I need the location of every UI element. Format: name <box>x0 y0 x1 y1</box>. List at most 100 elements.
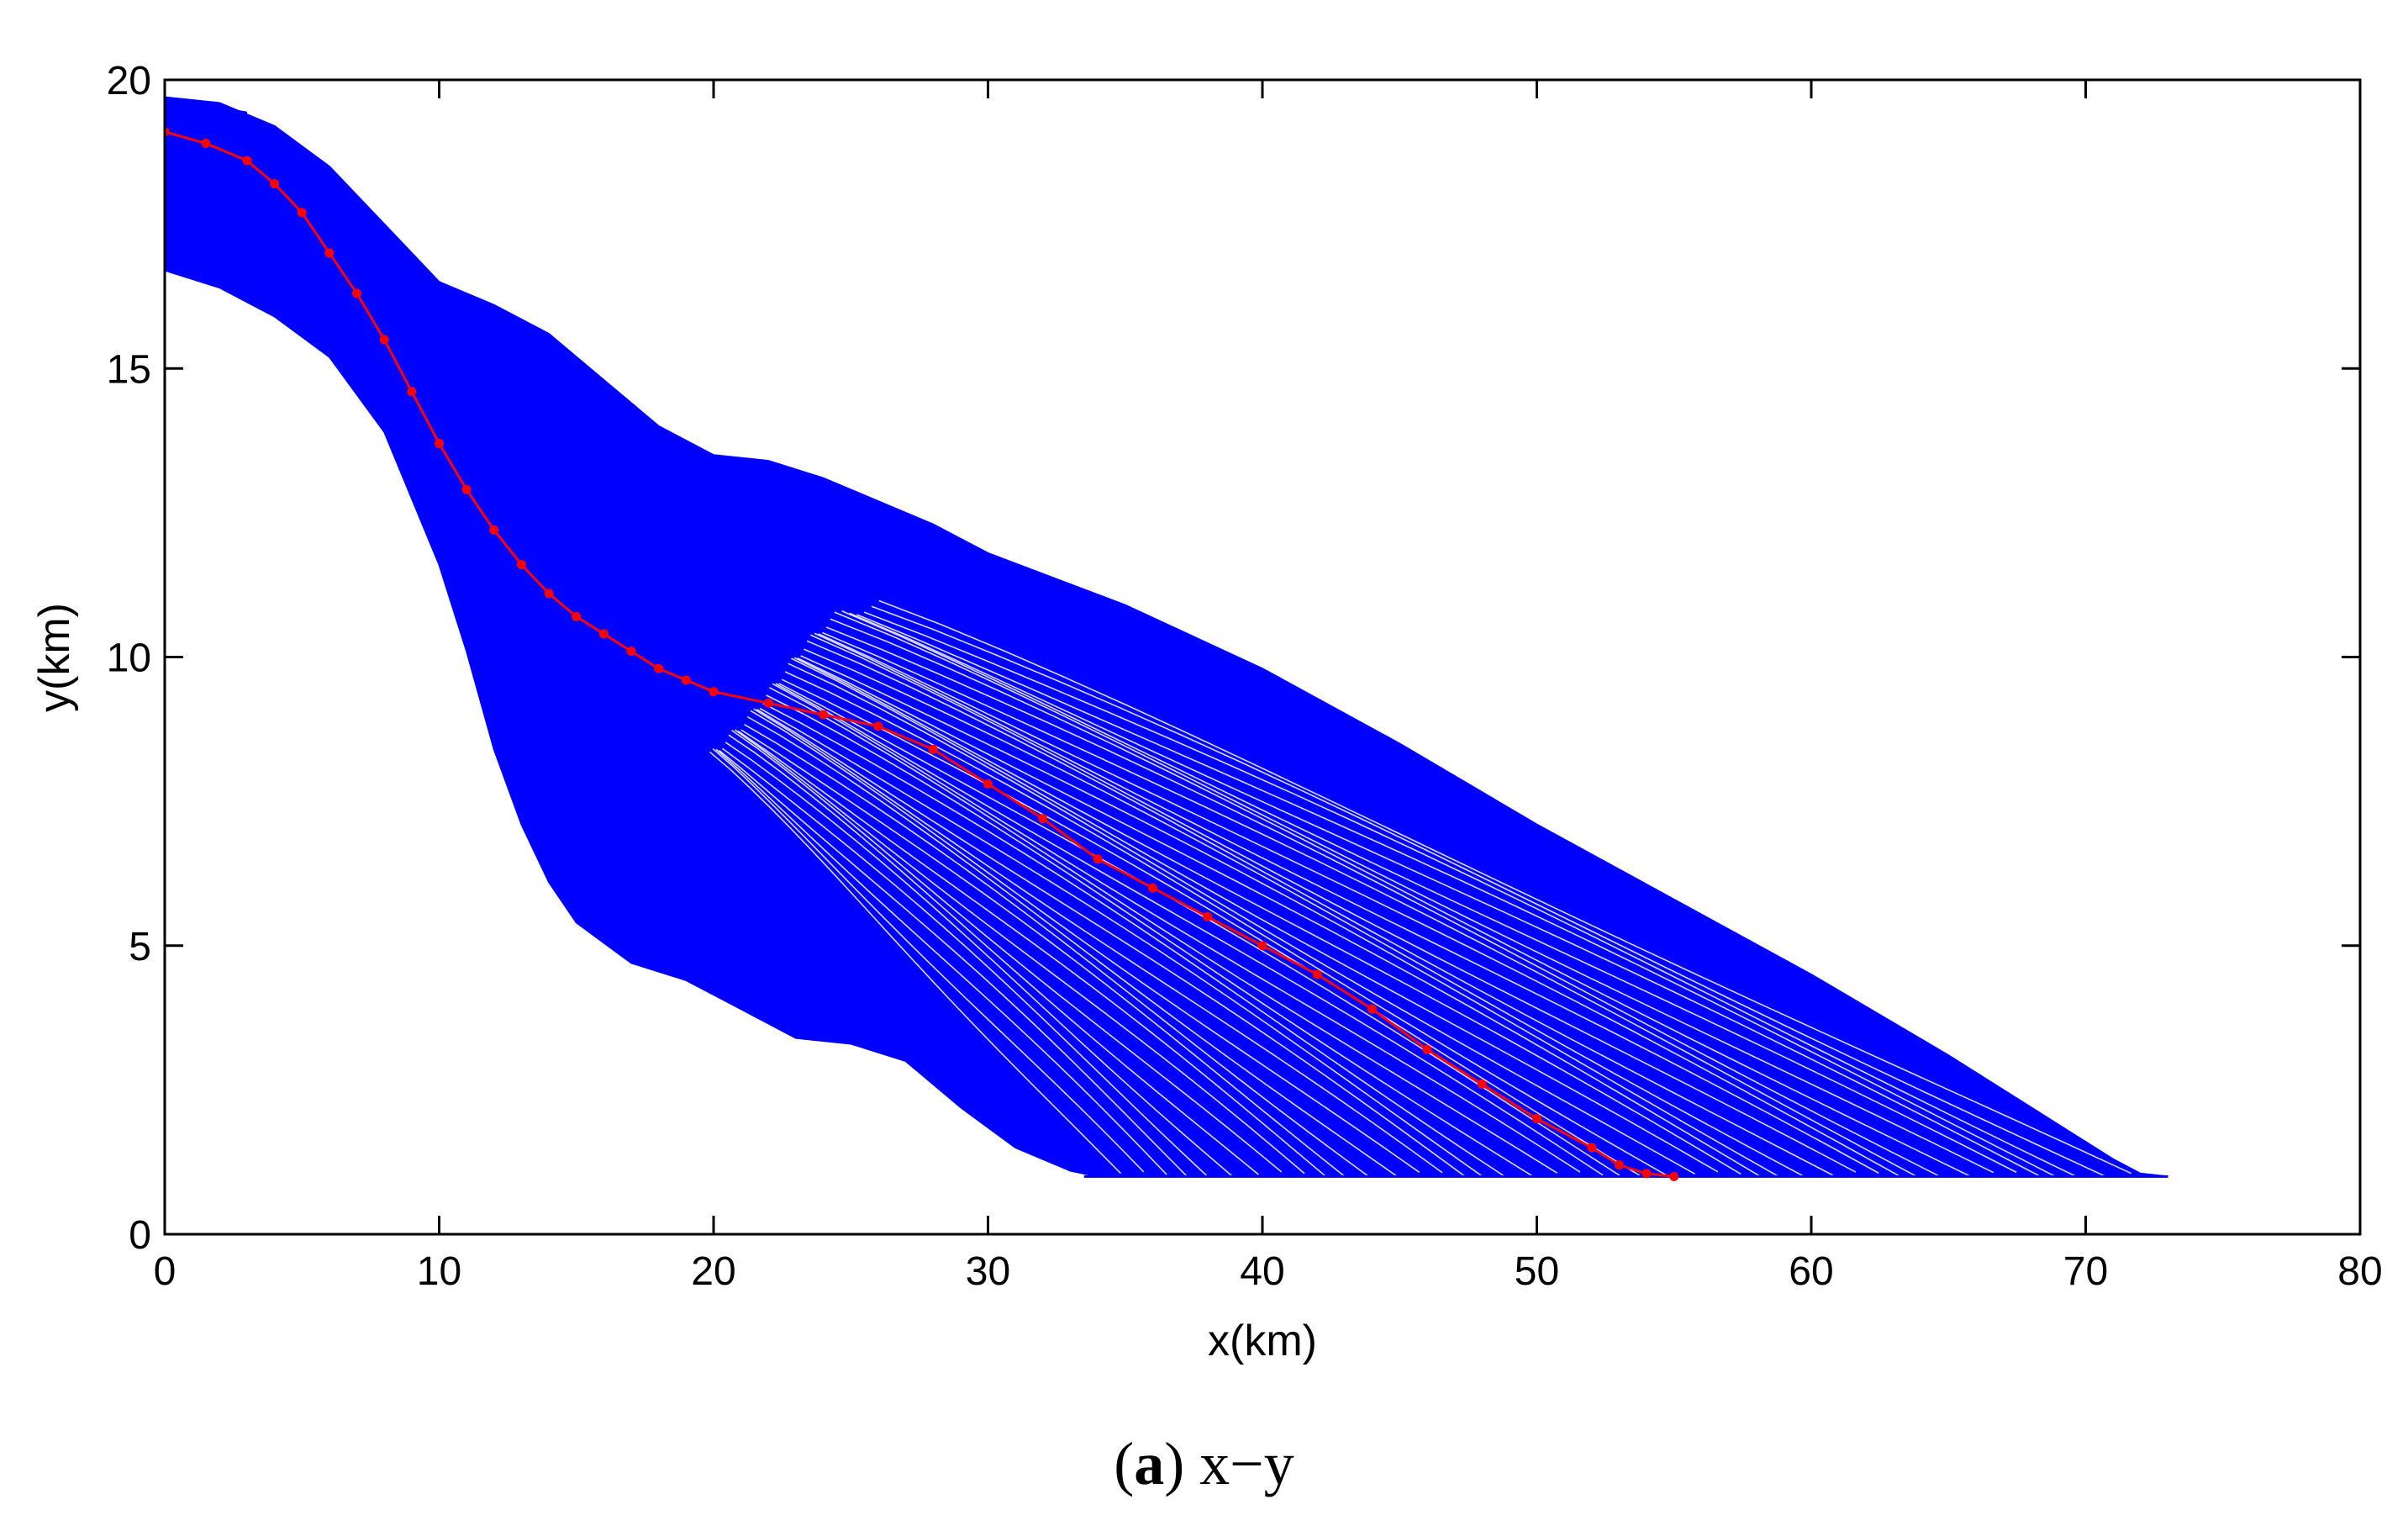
red-path-point <box>1203 911 1213 921</box>
fan-trajectory-gap <box>731 730 1283 1173</box>
fan-trajectory-gap <box>810 634 1857 1173</box>
y-tick-label: 0 <box>129 1213 151 1258</box>
red-path-point <box>544 589 554 599</box>
x-tick-label: 0 <box>154 1249 177 1294</box>
fan-start-branch <box>165 137 247 184</box>
fan-trajectory-gap <box>772 683 1581 1173</box>
fan-trajectory-gap <box>746 715 1397 1177</box>
red-path-point <box>407 387 417 397</box>
y-tick-label: 5 <box>129 925 151 969</box>
red-path-point <box>1669 1171 1679 1181</box>
red-path-point <box>654 663 664 673</box>
fan-trajectory-gap <box>856 614 2063 1181</box>
fan-trajectory-gap <box>719 750 1190 1180</box>
red-path-point <box>1532 1114 1541 1124</box>
fan-trajectory-gap <box>778 683 1627 1180</box>
fan-trajectory-gap <box>781 678 1650 1182</box>
x-tick-label: 50 <box>1515 1249 1559 1294</box>
fan-trajectory-gap <box>712 748 1145 1173</box>
caption-paren-close: ) <box>1164 1430 1185 1497</box>
fan-trajectory-gap <box>797 657 1764 1180</box>
fan-start-branch <box>165 224 247 271</box>
fan-trajectory-gap <box>841 610 2017 1174</box>
red-path-point <box>1038 814 1048 824</box>
red-path-point <box>928 744 938 754</box>
fan-trajectory-gap <box>822 631 1926 1182</box>
fan-trajectory-gap <box>849 612 2040 1177</box>
red-path-point <box>598 629 609 639</box>
fan-trajectory-gap <box>725 742 1236 1180</box>
red-path-point <box>709 687 719 697</box>
red-path-point <box>201 139 211 149</box>
fan-start-branch <box>165 97 247 129</box>
red-path-point <box>270 179 280 189</box>
fan-trajectory-gap <box>744 724 1374 1181</box>
fan-trajectory-gap <box>804 648 1810 1180</box>
fan-trajectory-gap <box>863 611 2086 1182</box>
red-path-point <box>324 248 335 258</box>
fan-trajectory-gap <box>759 707 1489 1181</box>
red-path-point <box>379 335 389 345</box>
x-tick-label: 10 <box>417 1249 461 1294</box>
fan-trajectory-gap <box>766 694 1535 1178</box>
y-axis-label: y(km) <box>30 603 79 712</box>
red-path-point <box>1093 854 1103 864</box>
red-path-point <box>461 484 472 494</box>
fan-trajectory-gap <box>762 702 1512 1181</box>
fan-trajectory-gap <box>737 730 1328 1179</box>
fan-trajectory-gap <box>768 687 1558 1174</box>
red-path-point <box>1477 1080 1487 1090</box>
fan-trajectory-gap <box>756 709 1466 1178</box>
x-tick-label: 80 <box>2337 1249 2382 1294</box>
trajectory-fan <box>165 96 2168 1182</box>
axis-ticks: 0 10 20 30 40 50 60 70 80 0 5 10 15 20 <box>107 59 2383 1294</box>
fan-envelope <box>165 96 2168 1178</box>
fan-trajectory-gap <box>806 640 1833 1176</box>
red-path-point <box>763 698 773 708</box>
red-path-point <box>983 779 993 789</box>
red-path-point <box>1312 969 1322 979</box>
fan-trajectory-gap <box>721 747 1214 1182</box>
red-path-point <box>1587 1143 1597 1153</box>
fan-start-branch <box>165 177 247 230</box>
fan-trajectory-gap <box>814 632 1879 1174</box>
red-path-point <box>572 611 582 621</box>
red-path-point <box>1257 941 1267 951</box>
red-path-point <box>435 438 444 448</box>
fan-trajectory-gap <box>871 605 2109 1179</box>
fan-trajectory-gap <box>788 663 1695 1175</box>
caption-letter: a <box>1134 1430 1165 1497</box>
caption-paren-open: ( <box>1114 1430 1135 1497</box>
fan-trajectory-gap <box>775 683 1604 1176</box>
red-path-point <box>1422 1044 1432 1054</box>
red-path-point <box>1614 1160 1624 1170</box>
fan-trajectory-gap <box>793 657 1741 1175</box>
fan-trajectory-gap <box>709 751 1121 1175</box>
fan-trajectory-gap <box>753 708 1443 1174</box>
x-tick-label: 30 <box>966 1249 1010 1294</box>
caption-text: x−y <box>1199 1430 1294 1497</box>
fan-trajectory-gap <box>784 671 1673 1180</box>
x-tick-label: 40 <box>1240 1249 1284 1294</box>
red-path-point <box>681 675 691 685</box>
y-tick-label: 20 <box>107 59 151 103</box>
red-path-point <box>1367 1004 1378 1014</box>
fan-trajectory-gap <box>750 710 1420 1173</box>
fan-trajectory-gap <box>734 729 1305 1175</box>
red-path-point <box>352 288 362 298</box>
x-tick-label: 20 <box>691 1249 735 1294</box>
optimal-path <box>165 127 1679 1181</box>
fan-trajectory-gap <box>728 734 1259 1175</box>
figure-caption: (a) x−y <box>0 1429 2408 1499</box>
red-path-point <box>873 721 883 731</box>
fan-trajectory-gap <box>825 626 1948 1181</box>
fan-trajectory-gap <box>830 618 1971 1177</box>
red-path-point <box>489 525 499 535</box>
fan-trajectory-gap <box>715 748 1167 1175</box>
red-path-point <box>297 208 307 218</box>
red-path-point <box>626 647 636 657</box>
fan-trajectory-gap <box>791 657 1719 1173</box>
fan-trajectory-gap <box>834 611 1994 1174</box>
red-path-point <box>242 156 252 166</box>
